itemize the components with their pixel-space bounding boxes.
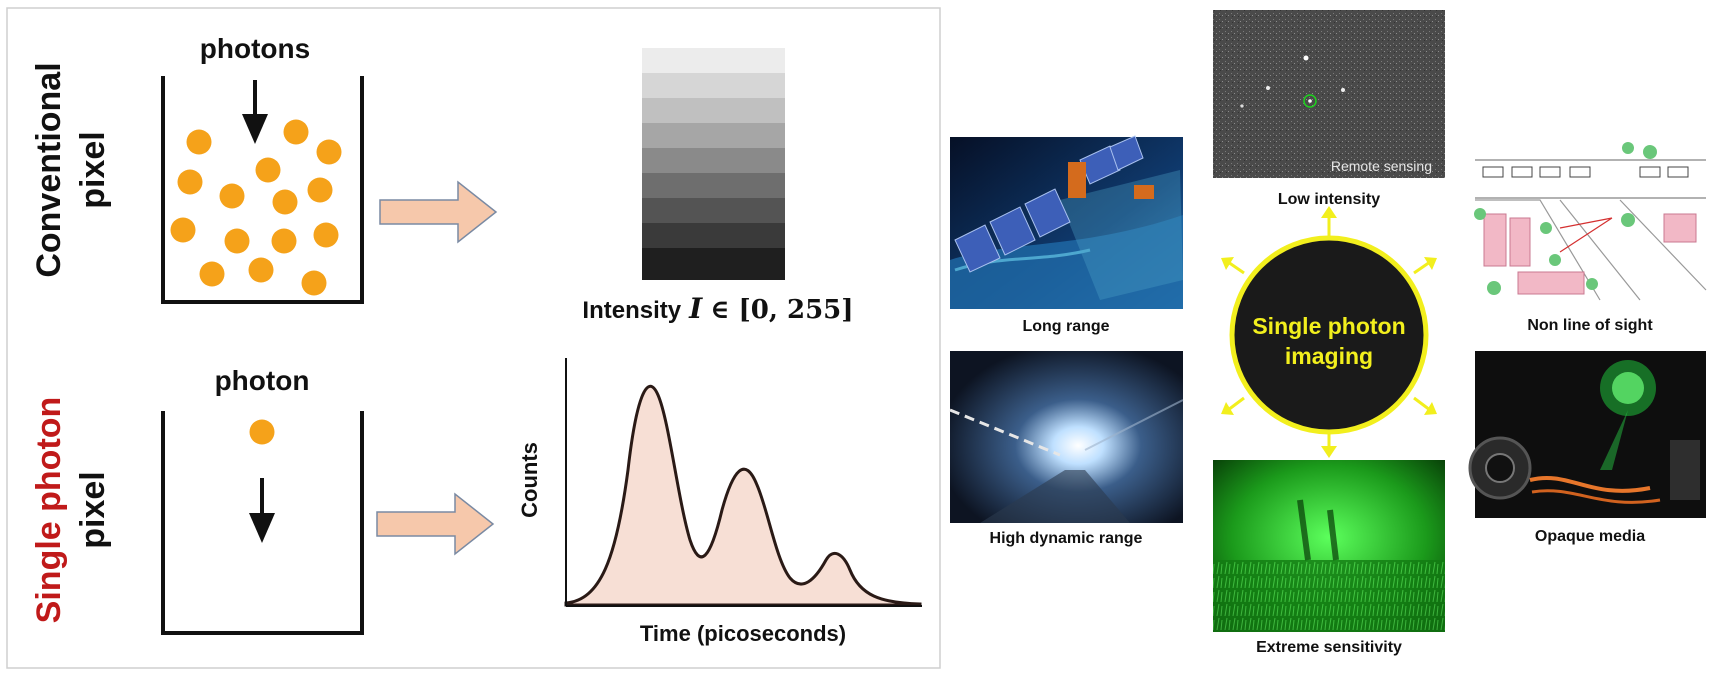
gray-level [642, 248, 785, 280]
photon-dot [224, 228, 250, 254]
left-panel-frame [6, 7, 941, 669]
low-intensity-image: Remote sensing [1213, 10, 1445, 178]
single-photon-label-line1: Single photon [30, 397, 68, 624]
photon-dot [177, 169, 203, 195]
single-photon-imaging-hub: Single photon imaging [1221, 206, 1437, 458]
caption-opaque-media: Opaque media [1535, 528, 1645, 545]
caption-long-range: Long range [1022, 318, 1109, 335]
photon-dot [271, 228, 297, 254]
extreme-sensitivity-image [1213, 460, 1445, 632]
conventional-pixel-label: Conventional pixel [30, 62, 112, 277]
remote-sensing-inset: Remote sensing [1331, 158, 1432, 174]
non-line-of-sight-image [1474, 142, 1707, 305]
intensity-word: Intensity [582, 297, 681, 324]
single-photon-pixel-label: Single photon pixel [30, 397, 112, 624]
photon-dot [307, 177, 333, 203]
photon-dot [186, 129, 212, 155]
gray-level [642, 123, 785, 148]
hub-label-line1: Single photon [1252, 313, 1405, 339]
conventional-bucket [161, 76, 364, 304]
intensity-range: ∈ [0, 255] [710, 295, 853, 325]
caption-non-line-of-sight: Non line of sight [1527, 317, 1653, 334]
photon-label: photon [215, 365, 310, 396]
conventional-label-line1: Conventional [30, 62, 68, 277]
caption-high-dynamic-range: High dynamic range [990, 530, 1143, 547]
intensity-scale [642, 48, 785, 280]
caption-extreme-sensitivity: Extreme sensitivity [1256, 639, 1402, 656]
single-photon-bucket [161, 411, 364, 635]
long-range-image [950, 135, 1183, 309]
photon-dot [272, 189, 298, 215]
photon-dot [313, 222, 339, 248]
gray-level [642, 173, 785, 198]
photon-group [170, 119, 342, 296]
hub-label-line2: imaging [1285, 343, 1373, 369]
intensity-variable: I [688, 292, 703, 325]
opaque-media-image [1468, 351, 1706, 518]
single-photon-output-arrow [376, 492, 495, 556]
conventional-output-arrow [379, 180, 498, 244]
gray-level [642, 198, 785, 223]
gray-level [642, 98, 785, 123]
photon-dot [255, 157, 281, 183]
photons-label: photons [200, 33, 310, 64]
photon-dot [283, 119, 309, 145]
histogram-ylabel: Counts [517, 442, 542, 518]
hub-circle [1229, 235, 1429, 435]
histogram-xlabel: Time (picoseconds) [640, 621, 846, 646]
photon-dot [170, 217, 196, 243]
histogram-curve [564, 384, 922, 607]
photon-dot [199, 261, 225, 287]
photon-dot [301, 270, 327, 296]
single-photon-dot [249, 419, 275, 445]
conventional-label-line2: pixel [74, 131, 112, 208]
intensity-caption: Intensity I ∈ [0, 255] [582, 292, 853, 325]
gray-level [642, 73, 785, 98]
gray-level [642, 148, 785, 173]
caption-low-intensity: Low intensity [1278, 191, 1380, 208]
hub-rays [1221, 206, 1437, 458]
timing-histogram: Counts Time (picoseconds) [517, 358, 922, 646]
gray-level [642, 48, 785, 73]
single-photon-label-line2: pixel [74, 471, 112, 548]
high-dynamic-range-image [949, 351, 1184, 523]
gray-level [642, 223, 785, 248]
photons-arrow [242, 80, 268, 144]
single-photon-arrow [249, 478, 275, 543]
photon-dot [219, 183, 245, 209]
photon-dot [316, 139, 342, 165]
photon-dot [248, 257, 274, 283]
